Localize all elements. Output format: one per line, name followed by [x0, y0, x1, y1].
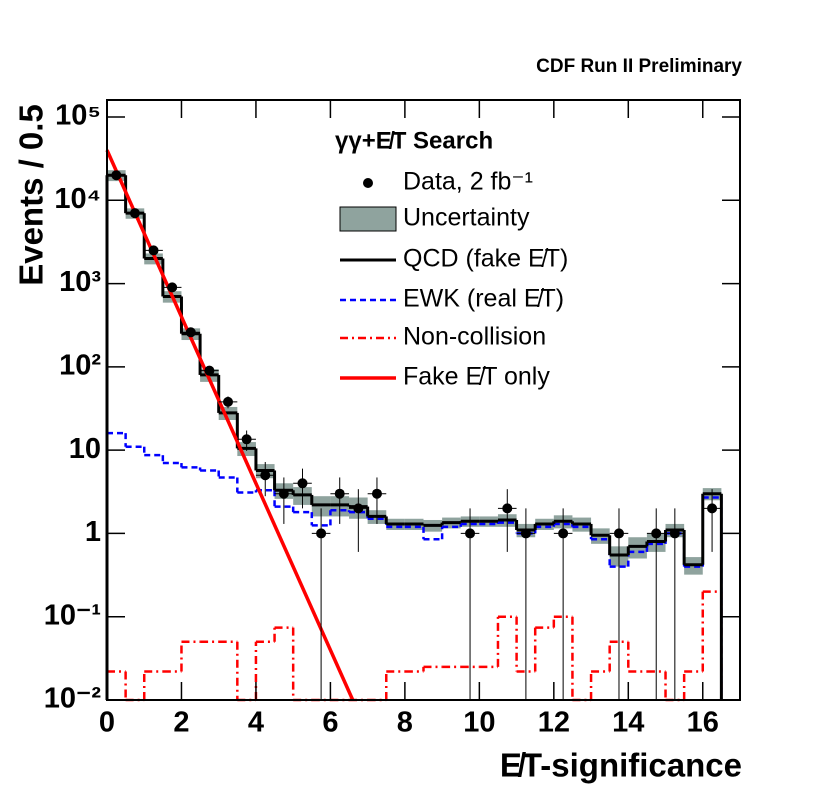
- legend-label: Data, 2 fb⁻¹: [403, 168, 533, 196]
- x-tick-label: 2: [173, 707, 189, 739]
- data-point: [353, 503, 364, 514]
- data-point: [669, 528, 680, 539]
- data-point: [111, 170, 122, 181]
- plot-area: [105, 149, 723, 702]
- data-point: [204, 365, 215, 376]
- data-point: [260, 470, 271, 481]
- x-tick-label: 8: [397, 707, 413, 739]
- y-axis-label: Events / 0.5: [13, 104, 50, 286]
- legend-label: Fake E̸T only: [403, 363, 550, 391]
- legend-label: Non-collision: [403, 323, 546, 351]
- legend-swatch: [339, 206, 397, 232]
- x-tick-label: 0: [99, 707, 115, 739]
- legend-label: QCD (fake E̸T): [403, 245, 568, 273]
- y-tick-label: 10⁴: [54, 183, 101, 215]
- data-point: [241, 434, 252, 445]
- plot-frame: [106, 99, 741, 701]
- x-tick-label: 6: [322, 707, 338, 739]
- data-point: [148, 245, 159, 256]
- data-point: [520, 528, 531, 539]
- x-tick-label: 4: [248, 707, 264, 739]
- x-tick-label: 10: [463, 707, 495, 739]
- chart-title: CDF Run II Preliminary: [536, 56, 742, 77]
- data-point: [297, 478, 308, 489]
- x-tick-label: 14: [612, 707, 644, 739]
- data-point: [334, 488, 345, 499]
- y-tick-label: 10³: [59, 266, 101, 298]
- data-point: [707, 503, 718, 514]
- y-tick-label: 10⁵: [55, 100, 101, 132]
- y-tick-label: 10⁻¹: [44, 599, 101, 631]
- data-point: [465, 528, 476, 539]
- x-tick-label: 12: [538, 707, 570, 739]
- y-tick-label: 10: [69, 433, 101, 465]
- y-tick-label: 10²: [59, 350, 101, 382]
- data-point: [371, 488, 382, 499]
- data-point: [502, 503, 513, 514]
- data-point: [167, 282, 178, 293]
- data-point: [129, 208, 140, 219]
- data-point: [185, 327, 196, 338]
- legend-title: γγ+E̸T Search: [335, 127, 493, 154]
- uncertainty-band: [628, 537, 647, 559]
- legend-label: EWK (real E̸T): [403, 285, 564, 313]
- legend-marker: [363, 178, 373, 188]
- legend-label: Uncertainty: [403, 204, 530, 232]
- data-point: [651, 528, 662, 539]
- x-axis-label: E̸T-significance: [500, 747, 742, 784]
- y-tick-label: 10⁻²: [44, 683, 102, 715]
- data-point: [223, 396, 234, 407]
- data-point: [316, 528, 327, 539]
- data-point: [613, 528, 624, 539]
- x-tick-label: 16: [687, 707, 719, 739]
- y-tick-label: 1: [85, 516, 101, 548]
- data-point: [558, 528, 569, 539]
- data-point: [278, 488, 289, 499]
- fit-line: [105, 149, 355, 701]
